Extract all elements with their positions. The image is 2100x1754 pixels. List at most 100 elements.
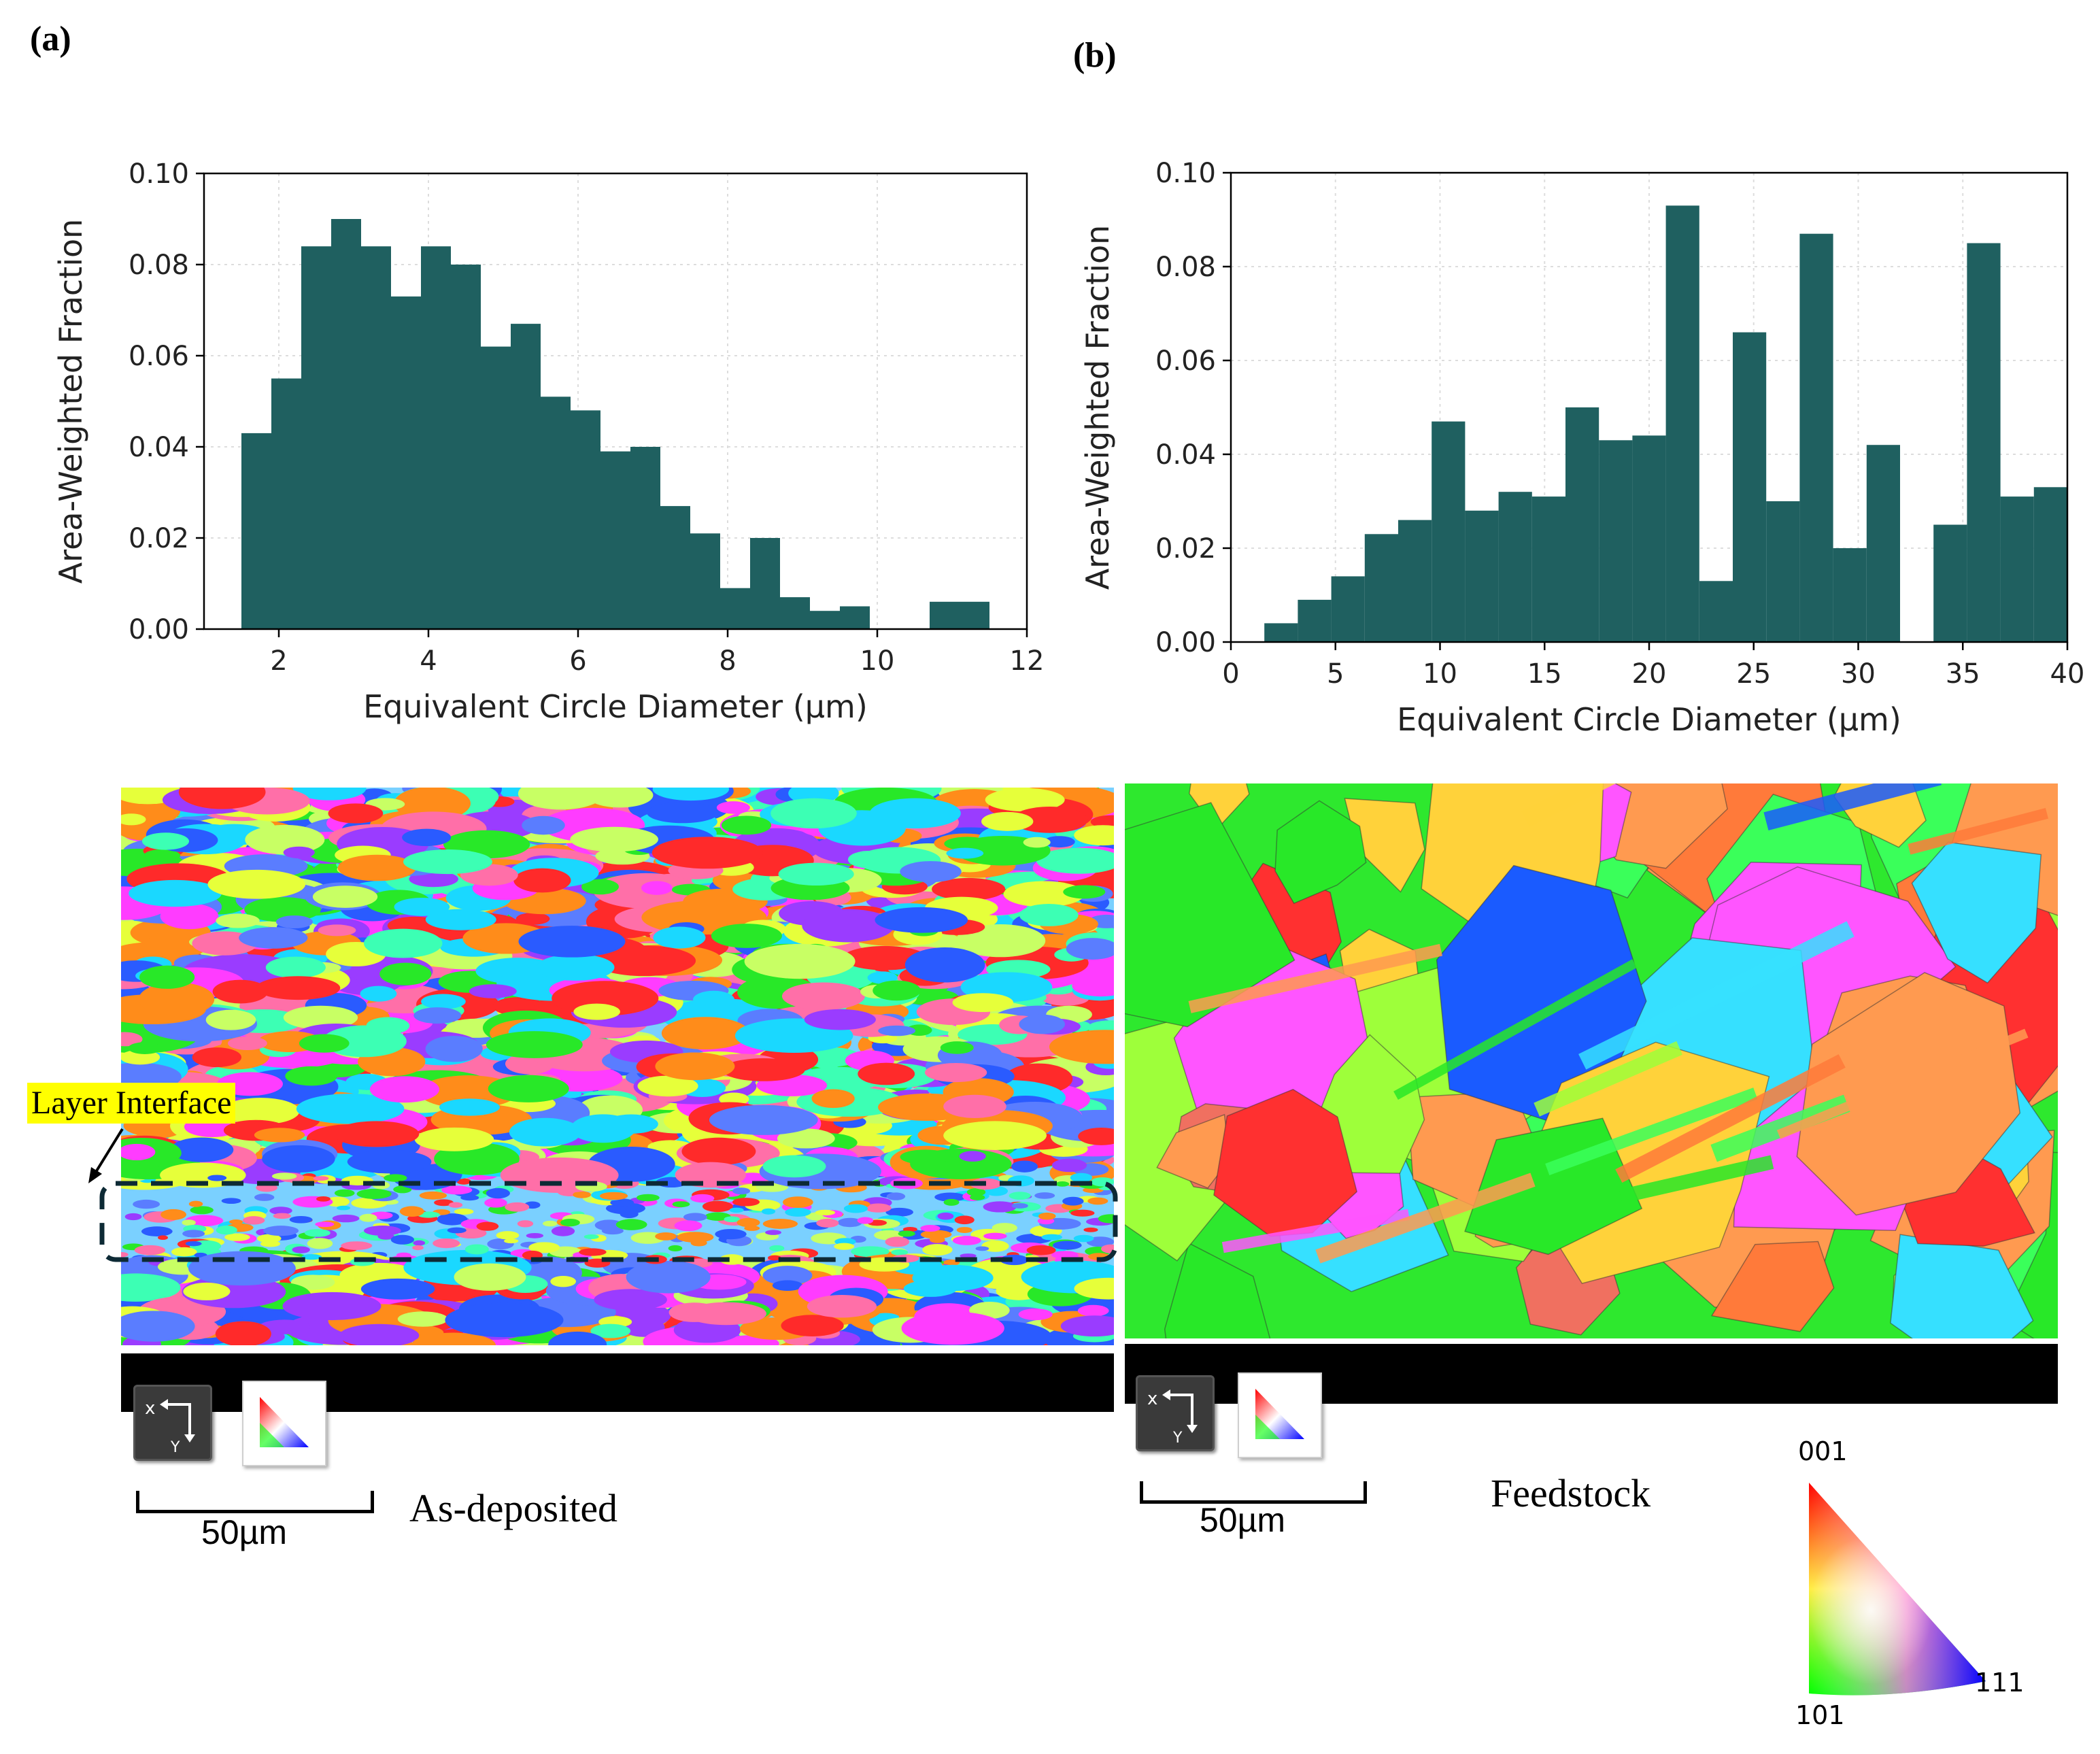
grain	[133, 1199, 160, 1209]
grain	[940, 1041, 974, 1054]
y-tick-label: 0.10	[1155, 158, 1216, 189]
grain	[1710, 1241, 1835, 1332]
grain	[898, 1230, 915, 1237]
grain	[1019, 1014, 1065, 1034]
layer-interface-label: Layer Interface	[27, 1083, 236, 1124]
grain	[301, 1253, 322, 1260]
grain	[158, 1235, 168, 1241]
grain	[273, 1213, 292, 1219]
histogram-bar	[1298, 599, 1332, 642]
histogram-bar	[1967, 243, 2001, 642]
y-axis-label: Area-Weighted Fraction	[1079, 225, 1116, 590]
grain	[851, 1246, 890, 1258]
grain	[227, 1036, 267, 1051]
svg-text:x: x	[1147, 1389, 1157, 1409]
grain	[292, 1246, 310, 1253]
grain	[192, 1047, 242, 1068]
histogram-bar	[1465, 510, 1499, 642]
x-tick-label: 8	[719, 645, 736, 677]
grain	[1796, 972, 2021, 1216]
grain	[216, 913, 260, 928]
grain	[414, 1127, 494, 1151]
grain	[702, 1200, 733, 1213]
grain	[590, 1323, 631, 1338]
x-tick-label: 35	[1946, 658, 1980, 690]
grain	[811, 1089, 855, 1109]
histogram-bar	[241, 433, 271, 629]
y-tick-label: 0.06	[1155, 345, 1216, 377]
grain	[934, 1192, 966, 1202]
histogram-bar	[1398, 520, 1432, 642]
grain	[858, 1062, 915, 1085]
grain	[765, 1230, 781, 1235]
grain	[139, 965, 195, 989]
grain	[339, 1323, 420, 1345]
histogram-bar	[421, 246, 451, 629]
grain	[975, 1246, 989, 1251]
grain	[413, 1007, 462, 1024]
grain	[1019, 904, 1079, 926]
grain	[952, 1236, 981, 1245]
grain	[709, 1104, 818, 1135]
grain	[599, 1192, 628, 1200]
grain	[445, 1302, 564, 1338]
grain	[454, 1263, 526, 1291]
ipf-label-001: 001	[1798, 1436, 1848, 1466]
x-tick-label: 20	[1632, 658, 1667, 690]
grain	[537, 954, 615, 981]
grain	[505, 1202, 530, 1212]
grain	[946, 847, 984, 859]
grain	[207, 869, 306, 899]
grain	[992, 1223, 1017, 1233]
grain	[1078, 1127, 1114, 1145]
grain	[932, 877, 1006, 900]
grain	[1041, 1234, 1062, 1241]
grain	[579, 1248, 607, 1256]
grain	[356, 1188, 392, 1199]
grain	[583, 1234, 599, 1240]
grain	[271, 1173, 297, 1180]
layer-interface-box	[99, 1181, 1118, 1262]
histogram-bar	[750, 538, 780, 629]
grain	[285, 1066, 338, 1086]
grain	[661, 1017, 750, 1050]
grain	[328, 803, 384, 824]
plot-frame	[203, 172, 1028, 630]
grain	[379, 962, 432, 985]
twin-band	[1221, 1209, 1410, 1253]
histogram-bar	[660, 506, 690, 629]
ipf-label-101: 101	[1795, 1700, 1845, 1730]
grain	[522, 815, 565, 835]
grain	[651, 837, 764, 869]
grain	[1072, 975, 1114, 997]
histogram-bar	[391, 296, 421, 629]
grain	[573, 1191, 592, 1198]
grain	[744, 943, 856, 979]
scale-label-left: 50µm	[201, 1513, 288, 1551]
grain	[581, 879, 619, 895]
grain	[207, 1175, 227, 1181]
y-tick-label: 0.04	[129, 432, 189, 463]
grain	[433, 1238, 460, 1249]
twin-band	[1619, 1155, 1774, 1204]
grain	[781, 1315, 844, 1336]
grain	[476, 1221, 499, 1231]
grain	[985, 788, 1065, 812]
grain	[1077, 1304, 1109, 1317]
grain	[413, 1240, 426, 1246]
histogram-bar	[1733, 332, 1767, 642]
grain	[761, 1208, 776, 1215]
grain	[254, 1128, 305, 1143]
x-axis-label: Equivalent Circle Diameter (µm)	[363, 688, 868, 725]
axis-orientation-icon-right: x Y	[1136, 1375, 1215, 1451]
grain	[121, 1251, 129, 1258]
histogram-bar	[2000, 496, 2034, 642]
grain	[955, 924, 1046, 958]
grain	[390, 1234, 415, 1245]
grain	[403, 849, 492, 875]
grain	[767, 1255, 781, 1261]
grain	[1063, 885, 1106, 899]
grain	[744, 1226, 760, 1231]
grain	[900, 861, 962, 883]
histogram-bar	[1565, 407, 1599, 642]
